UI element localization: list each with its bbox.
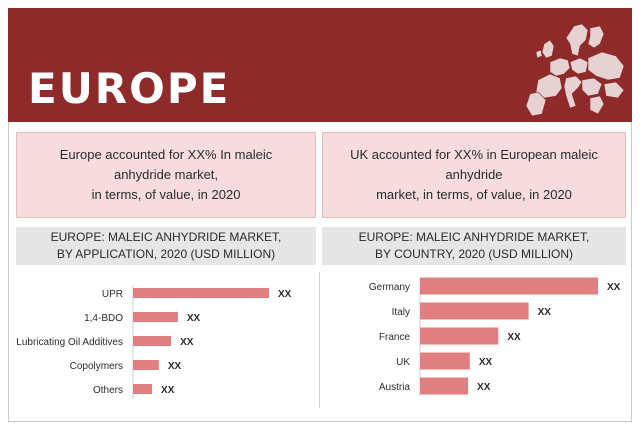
europe-share-line2: in terms, of value, in 2020 <box>91 187 241 202</box>
value-label: XX <box>180 337 194 348</box>
bar <box>133 360 159 370</box>
header-banner: EUROPE <box>8 8 632 122</box>
value-label: XX <box>479 357 493 368</box>
bar <box>133 288 269 298</box>
category-label: Copolymers <box>70 361 123 372</box>
value-label: XX <box>607 282 621 293</box>
country-chart-title: EUROPE: MALEIC ANHYDRIDE MARKET, BY COUN… <box>322 227 626 265</box>
value-label: XX <box>477 382 491 393</box>
value-label: XX <box>507 332 521 343</box>
bar <box>420 327 499 345</box>
value-label: XX <box>168 361 182 372</box>
category-label: UK <box>396 357 410 368</box>
country-bar-chart: Germany XX Italy XX France XX UK XX Austria XX <box>369 277 621 396</box>
category-label: Italy <box>392 307 410 318</box>
category-label: Others <box>93 385 123 396</box>
category-label: France <box>379 332 411 343</box>
bar <box>420 302 529 320</box>
value-label: XX <box>161 385 175 396</box>
application-chart-title-line2: BY APPLICATION, 2020 (USD MILLION) <box>56 247 276 261</box>
europe-share-card: Europe accounted for XX% In maleic anhyd… <box>16 132 316 218</box>
uk-share-line2: market, in terms, of value, in 2020 <box>376 187 572 202</box>
category-label: Germany <box>369 282 410 293</box>
value-label: XX <box>278 289 292 300</box>
chart-divider <box>319 272 320 408</box>
application-chart-title: EUROPE: MALEIC ANHYDRIDE MARKET, BY APPL… <box>16 227 316 265</box>
value-label: XX <box>187 313 201 324</box>
bar <box>133 336 172 346</box>
bar <box>133 312 178 322</box>
europe-map-icon <box>525 23 625 117</box>
category-label: Lubricating Oil Additives <box>16 337 123 348</box>
page-title: EUROPE <box>28 64 231 113</box>
bar <box>420 277 598 295</box>
bar <box>420 352 470 370</box>
uk-share-line1: UK accounted for XX% in European maleic … <box>350 147 598 182</box>
category-label: Austria <box>379 382 411 393</box>
bar <box>420 377 469 395</box>
europe-share-line1: Europe accounted for XX% In maleic anhyd… <box>59 147 273 182</box>
application-bar-chart: UPR XX 1,4-BDO XX Lubricating Oil Additives X… <box>16 285 292 399</box>
value-label: XX <box>538 307 552 318</box>
country-chart-title-line1: EUROPE: MALEIC ANHYDRIDE MARKET, <box>358 230 590 244</box>
bar <box>133 384 153 394</box>
country-chart-title-line2: BY COUNTRY, 2020 (USD MILLION) <box>374 247 574 261</box>
application-chart-title-line1: EUROPE: MALEIC ANHYDRIDE MARKET, <box>50 230 282 244</box>
category-label: UPR <box>102 289 123 300</box>
uk-share-card: UK accounted for XX% in European maleic … <box>322 132 626 218</box>
category-label: 1,4-BDO <box>84 313 123 324</box>
